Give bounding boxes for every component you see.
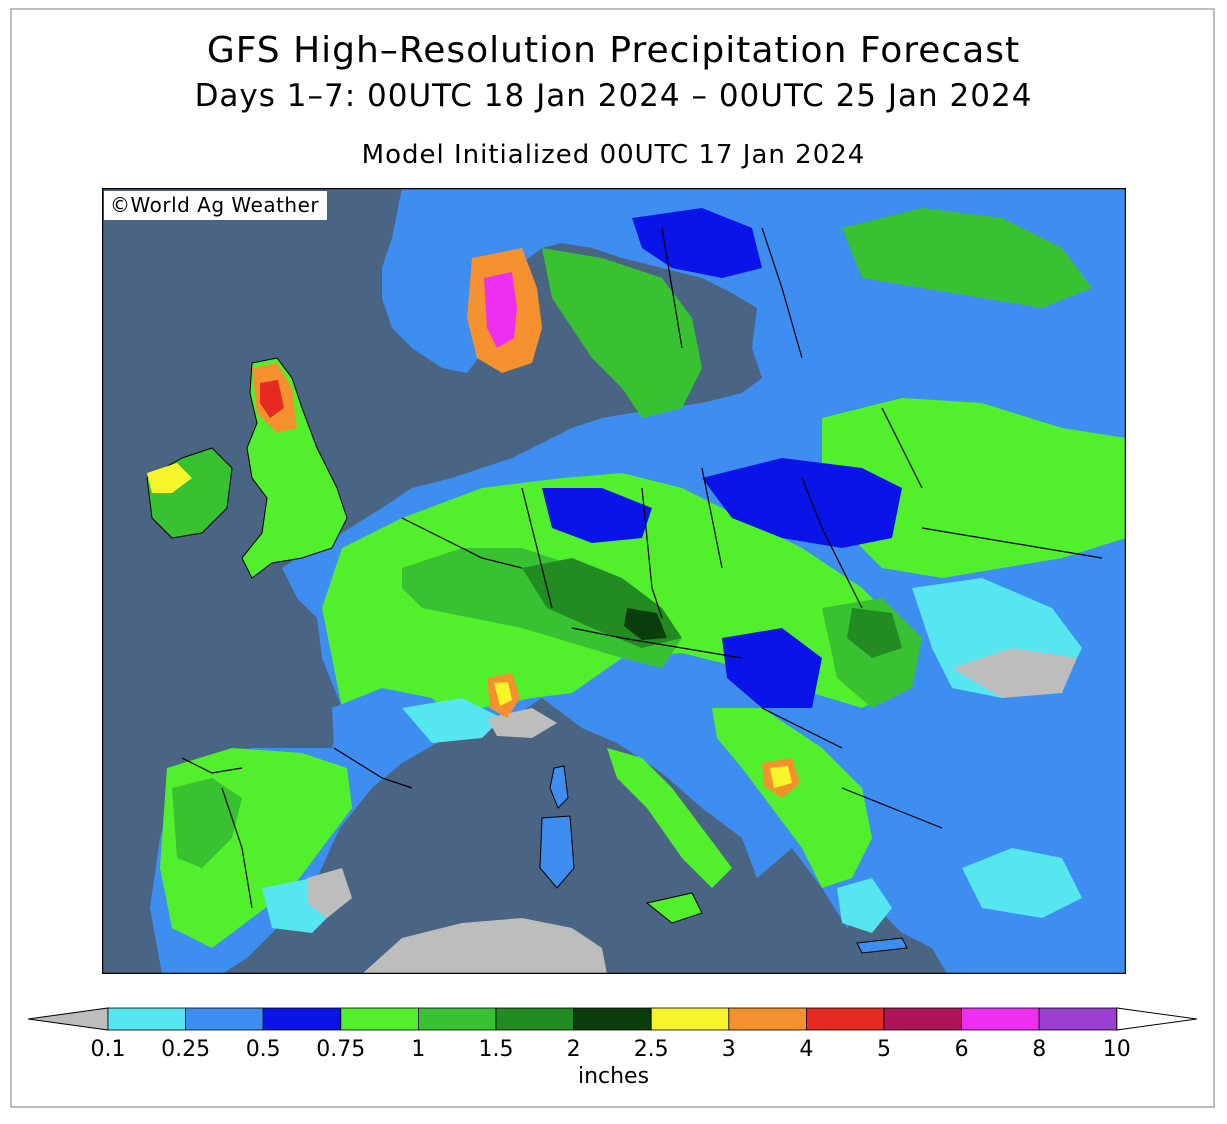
colorbar-swatch [961, 1007, 1040, 1031]
colorbar-swatch [728, 1007, 807, 1031]
precip-band-1-scandinavia [542, 248, 702, 418]
colorbar-swatch [806, 1007, 885, 1031]
colorbar-swatch [262, 1007, 342, 1031]
colorbar-tick-label: 2.5 [634, 1037, 669, 1062]
map-title: GFS High–Resolution Precipitation Foreca… [206, 30, 1021, 71]
colorbar-tick-label: 5 [877, 1037, 891, 1062]
land-corsica [549, 765, 569, 809]
colorbar-swatch [883, 1007, 962, 1031]
precip-band-15-carpathians [847, 608, 902, 658]
forecast-period: Days 1–7: 00UTC 18 Jan 2024 – 00UTC 25 J… [194, 78, 1033, 114]
country-borders [181, 227, 1103, 909]
colorbar: 0.1 0.25 0.5 0.75 1 1.5 2 2.5 3 4 5 6 8 10 [28, 1007, 1197, 1062]
dry-area-north-africa [362, 918, 607, 974]
colorbar-tick-label: 0.75 [316, 1037, 365, 1062]
precip-pocket-05-hungary [722, 628, 822, 708]
precip-pocket-05-germany [542, 488, 652, 543]
colorbar-tick-label: 0.25 [161, 1037, 210, 1062]
precip-peak-norway-core [484, 272, 517, 348]
colorbar-tick-label: 2 [567, 1037, 581, 1062]
dry-area-spain [307, 868, 352, 918]
colorbar-tick-label: 1 [411, 1037, 425, 1062]
precip-band-2 [624, 608, 667, 640]
colorbar-tick-label: 1.5 [479, 1037, 514, 1062]
colorbar-tick-label: 8 [1032, 1037, 1046, 1062]
colorbar-over-arrow [1116, 1007, 1197, 1031]
colorbar-swatch [650, 1007, 730, 1031]
land-sicily [645, 892, 703, 924]
colorbar-swatch [107, 1007, 186, 1031]
colorbar-swatch [340, 1007, 419, 1031]
precip-band-075-east [822, 398, 1126, 578]
colorbar-tick-label: 0.5 [246, 1037, 281, 1062]
precip-area-01-greece [837, 878, 892, 933]
precip-area-01-france-south [402, 698, 502, 743]
precip-peak-ireland [147, 463, 192, 493]
precipitation-map [102, 188, 1126, 974]
land-sardinia [539, 815, 575, 889]
precip-area-01-turkey [962, 848, 1082, 918]
colorbar-tick-label: 3 [722, 1037, 736, 1062]
precip-band-1-finland [842, 208, 1092, 308]
colorbar-swatch [495, 1007, 574, 1031]
precip-band-075-balkans [712, 708, 872, 888]
colorbar-tick-label: 10 [1103, 1037, 1131, 1062]
credit-label: ©World Ag Weather [104, 191, 328, 220]
precip-band-1-iberia [172, 778, 242, 868]
dry-area-ukraine [952, 648, 1077, 698]
colorbar-swatch [417, 1007, 497, 1031]
colorbar-swatch [573, 1007, 652, 1031]
precip-pocket-05-sweden [632, 208, 762, 278]
precip-peak-montenegro-core [770, 766, 792, 788]
colorbar-tick-labels: 0.1 0.25 0.5 0.75 1 1.5 2 2.5 3 4 5 6 8 10 [91, 1037, 1131, 1062]
precip-peak-scotland-core [260, 380, 284, 418]
precip-peak-alps-core [494, 682, 512, 706]
colorbar-tick-label: 0.1 [91, 1037, 126, 1062]
precip-band-075-italy [607, 748, 732, 888]
colorbar-tick-label: 6 [955, 1037, 969, 1062]
colorbar-tick-label: 4 [799, 1037, 813, 1062]
colorbar-swatches [28, 1007, 1197, 1031]
colorbar-swatch [185, 1007, 264, 1031]
colorbar-under-arrow [28, 1007, 109, 1031]
colorbar-swatch [1038, 1007, 1118, 1031]
precip-band-1 [402, 548, 682, 668]
precip-pocket-05-poland [702, 458, 902, 548]
land-crete [856, 937, 908, 954]
model-init-time: Model Initialized 00UTC 17 Jan 2024 [361, 140, 866, 170]
colorbar-unit-label: inches [577, 1064, 650, 1089]
